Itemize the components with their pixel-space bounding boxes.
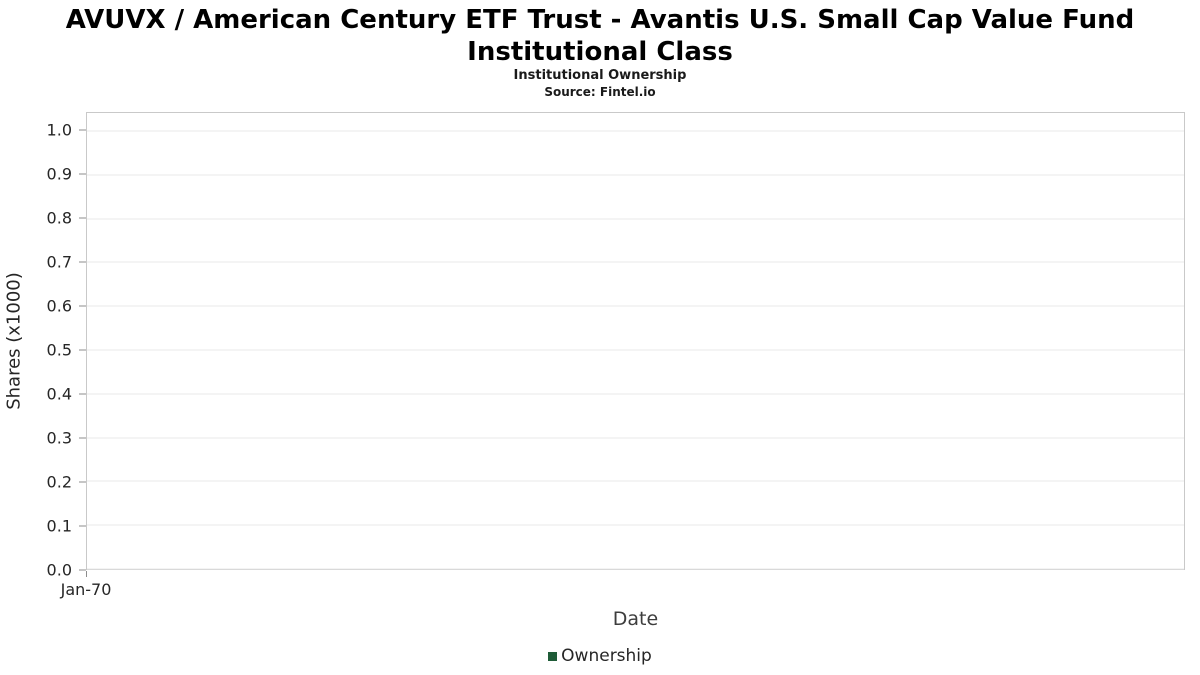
- y-tick-mark: [79, 437, 86, 439]
- gridline: [87, 480, 1184, 482]
- source-credit: Source: Fintel.io: [544, 85, 656, 99]
- legend-item-ownership[interactable]: Ownership: [548, 646, 652, 666]
- y-tick-mark: [79, 349, 86, 351]
- y-tick-label: 0.0: [46, 560, 72, 580]
- y-tick-mark: [79, 217, 86, 219]
- y-tick-label: 1.0: [46, 120, 72, 140]
- legend-marker-icon: [548, 651, 558, 661]
- y-tick-label: 0.5: [46, 340, 72, 360]
- y-tick-label: 0.8: [46, 208, 72, 228]
- gridline: [87, 568, 1184, 570]
- plot-area: [86, 112, 1185, 570]
- y-tick-mark: [79, 481, 86, 483]
- y-tick-label: 0.7: [46, 252, 72, 272]
- x-tick-label: Jan-70: [60, 580, 112, 599]
- gridline: [87, 261, 1184, 263]
- y-tick-mark: [79, 173, 86, 175]
- gridline: [87, 524, 1184, 526]
- legend: Ownership: [0, 646, 1200, 666]
- y-tick-mark: [79, 525, 86, 527]
- y-tick-label: 0.2: [46, 472, 72, 492]
- gridline: [87, 174, 1184, 176]
- y-tick-mark: [79, 305, 86, 307]
- chart-subtitle: Institutional Ownership: [513, 68, 687, 83]
- gridline: [87, 393, 1184, 395]
- y-tick-label: 0.9: [46, 164, 72, 184]
- y-tick-label: 0.4: [46, 384, 72, 404]
- y-axis-tick-rail: 0.0 0.1 0.2 0.3 0.4 0.5 0.6 0.7 0.8 0.9 1.0: [0, 112, 86, 580]
- y-tick-label: 0.1: [46, 516, 72, 536]
- y-tick-label: 0.3: [46, 428, 72, 448]
- x-axis-title: Date: [612, 608, 659, 630]
- gridline: [87, 218, 1184, 220]
- y-tick-mark: [79, 393, 86, 395]
- y-tick-mark: [79, 569, 86, 571]
- chart-title: AVUVX / American Century ETF Trust - Ava…: [65, 5, 1135, 67]
- y-tick-mark: [79, 129, 86, 131]
- gridline: [87, 349, 1184, 351]
- y-tick-mark: [79, 261, 86, 263]
- gridline: [87, 305, 1184, 307]
- gridline: [87, 437, 1184, 439]
- y-tick-label: 0.6: [46, 296, 72, 316]
- x-tick-mark: [86, 571, 87, 577]
- legend-label: Ownership: [561, 646, 652, 666]
- gridline: [87, 130, 1184, 132]
